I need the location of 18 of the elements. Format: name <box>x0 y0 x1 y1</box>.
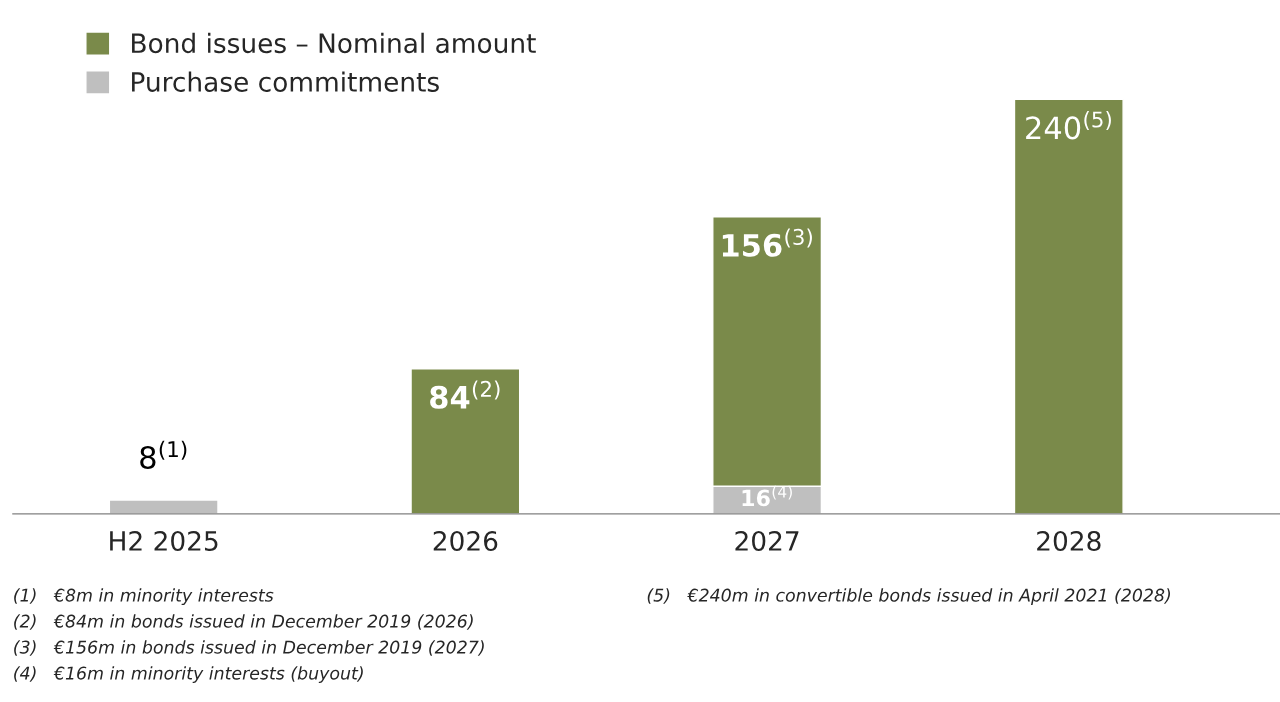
bar <box>410 368 521 514</box>
data-label: 240$^{(5)}$ <box>1026 111 1111 140</box>
x-tick-label: H2 2025 <box>110 531 218 551</box>
text: (5) €240m in convertible bonds issued in April 2021 (2028) <box>647 588 1171 606</box>
data-label: 8$^{(1)}$ <box>140 440 187 470</box>
text: (1) €8m in minority interests <box>14 588 274 606</box>
text: (2) €84m in bonds issued in December 2019 (2026) <box>14 614 473 630</box>
bar <box>108 499 219 514</box>
x-tick-label: 2027 <box>735 531 799 551</box>
legend-label: Bond issues – Nominal amount <box>132 32 536 54</box>
data-label: 84$^{(2)}$ <box>430 380 500 409</box>
legend-label: Purchase commitments <box>132 71 439 92</box>
bar <box>1013 98 1124 514</box>
x-tick-label: 2028 <box>1037 531 1101 551</box>
x-tick-label: 2026 <box>433 531 498 551</box>
data-label: 156$^{(3)}$ <box>722 228 812 257</box>
text: (4) €16m in minority interests (buyout) <box>14 666 363 684</box>
text: (3) €156m in bonds issued in December 2019 (2027) <box>14 640 484 656</box>
